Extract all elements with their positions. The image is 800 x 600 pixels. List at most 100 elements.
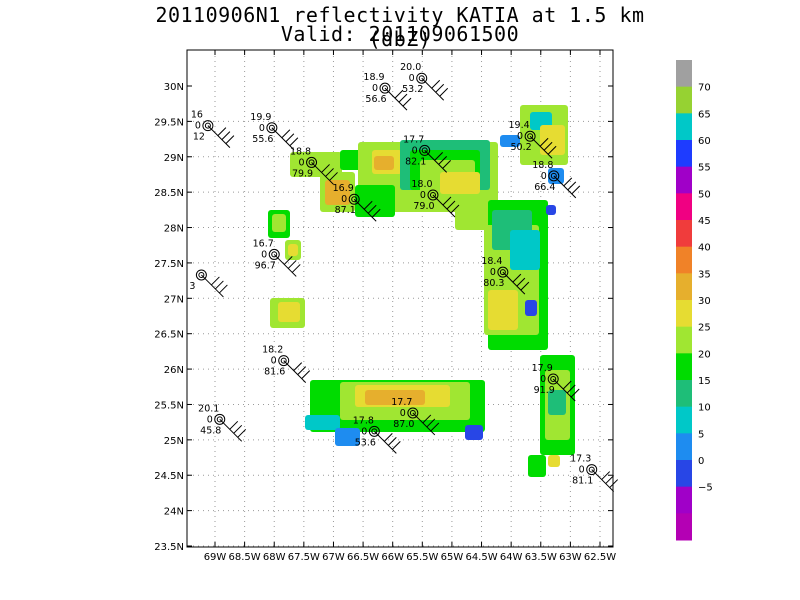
- station-bottom-value: 87.0: [393, 419, 414, 430]
- colorbar-segment: [676, 326, 692, 354]
- station-top-value: 16.7: [253, 238, 274, 249]
- lat-tick-label: 27N: [164, 294, 184, 305]
- reflectivity-cell: [465, 425, 483, 440]
- wind-barb-staff: [502, 271, 526, 295]
- station-bottom-value: 56.6: [365, 94, 386, 105]
- wind-barb-flag: [293, 362, 303, 371]
- station-outer-ring: [268, 248, 280, 260]
- wind-barb-staff: [552, 378, 576, 402]
- wind-barb-flag: [283, 256, 293, 265]
- axis-ticks: 30N 29.5N 29N 28.5N 28N 27.5N 27N 26.5N 26N 25.5N…: [154, 50, 616, 563]
- colorbar-label: 45: [698, 216, 711, 227]
- lat-tick-label: 26.5N: [154, 330, 184, 341]
- station-outer-ring: [202, 120, 214, 132]
- station-outer-ring: [427, 189, 439, 201]
- lat-tick-label: 29.5N: [154, 117, 184, 128]
- station-top-value: 18.0: [411, 179, 432, 190]
- colorbar-label: 65: [698, 109, 711, 120]
- station-plot: 3: [189, 269, 228, 298]
- wind-barb-flag: [289, 137, 299, 147]
- wind-barb-flag: [450, 204, 460, 214]
- station-inner-ring: [429, 191, 436, 198]
- reflectivity-cell: [525, 300, 537, 316]
- station-inner-ring: [499, 269, 506, 276]
- station-outer-ring: [416, 72, 428, 84]
- station-inner-ring: [198, 271, 205, 278]
- wind-barb-flag: [363, 200, 373, 210]
- station-inner-ring: [351, 196, 358, 203]
- station-inner-ring: [588, 466, 595, 473]
- lat-tick-label: 26N: [164, 365, 184, 376]
- station-mid-value: 0: [400, 408, 406, 419]
- colorbar-label: 10: [698, 403, 711, 414]
- wind-barb-flag: [391, 441, 401, 450]
- wind-barb-flag: [219, 284, 228, 294]
- wind-barb-flag: [229, 420, 239, 430]
- colorbar-label: 40: [698, 243, 711, 254]
- lon-tick-label: 63.5W: [525, 552, 557, 563]
- station-top-value: 16: [191, 110, 203, 121]
- colorbar-label: 15: [698, 376, 711, 387]
- wind-barb-staff: [529, 135, 553, 159]
- station-top-value: 17.7: [403, 134, 424, 145]
- lon-tick-label: 63W: [559, 552, 582, 563]
- wind-barb-flag: [442, 196, 452, 206]
- station-bottom-value: 12: [193, 132, 205, 143]
- colorbar-segment: [676, 60, 692, 88]
- station-bottom-value: 53.6: [355, 437, 376, 448]
- wind-barb-flag: [394, 89, 404, 99]
- station-mid-value: 0: [271, 356, 277, 367]
- station-inner-ring: [527, 133, 534, 140]
- colorbar-segment: [676, 460, 692, 488]
- wind-barb-flag: [301, 370, 311, 379]
- reflectivity-cell: [528, 455, 546, 477]
- wind-barb-flag: [402, 97, 412, 107]
- station-bottom-value: 91.9: [534, 385, 555, 396]
- lon-tick-label: 67.5W: [288, 552, 320, 563]
- wind-barb-flag: [547, 145, 557, 155]
- station-inner-ring: [381, 85, 388, 92]
- station-top-value: 18.8: [532, 160, 553, 171]
- station-inner-ring: [550, 375, 557, 382]
- station-inner-ring: [409, 409, 416, 416]
- wind-barb-flag: [221, 131, 231, 140]
- lon-tick-label: 65W: [441, 552, 464, 563]
- reflectivity-cell: [365, 390, 425, 405]
- colorbar-label: 55: [698, 163, 711, 174]
- station-top-value: 18.8: [290, 146, 311, 157]
- lat-tick-label: 28N: [164, 224, 184, 235]
- wind-barb-flag: [570, 388, 580, 398]
- station-bottom-value: 87.1: [335, 205, 356, 216]
- wind-barb-flag: [601, 471, 611, 480]
- wind-barb-flag: [442, 160, 452, 169]
- reflectivity-cell: [548, 390, 566, 415]
- colorbar-segment: [676, 166, 692, 194]
- station-inner-ring: [371, 428, 378, 435]
- wind-barb-flag: [285, 133, 295, 143]
- station-inner-ring: [216, 416, 223, 423]
- station-top-value: 19.4: [509, 120, 530, 131]
- colorbar-label: 35: [698, 269, 711, 280]
- station-mid-value: 0: [372, 83, 378, 94]
- lon-tick-label: 66W: [381, 552, 404, 563]
- station-inner-ring: [550, 172, 557, 179]
- wind-barb-flag: [567, 181, 577, 191]
- reflectivity-cell: [500, 135, 520, 147]
- station-bottom-value: 50.2: [511, 142, 532, 153]
- station-mid-value: 0: [409, 73, 415, 84]
- station-mid-value: 0: [420, 190, 426, 201]
- wind-barb-flag: [605, 475, 615, 484]
- reflectivity-cell: [548, 455, 560, 467]
- lon-tick-label: 64.5W: [465, 552, 497, 563]
- lat-tick-label: 28.5N: [154, 188, 184, 199]
- lat-tick-label: 25.5N: [154, 400, 184, 411]
- colorbar-segment: [676, 193, 692, 221]
